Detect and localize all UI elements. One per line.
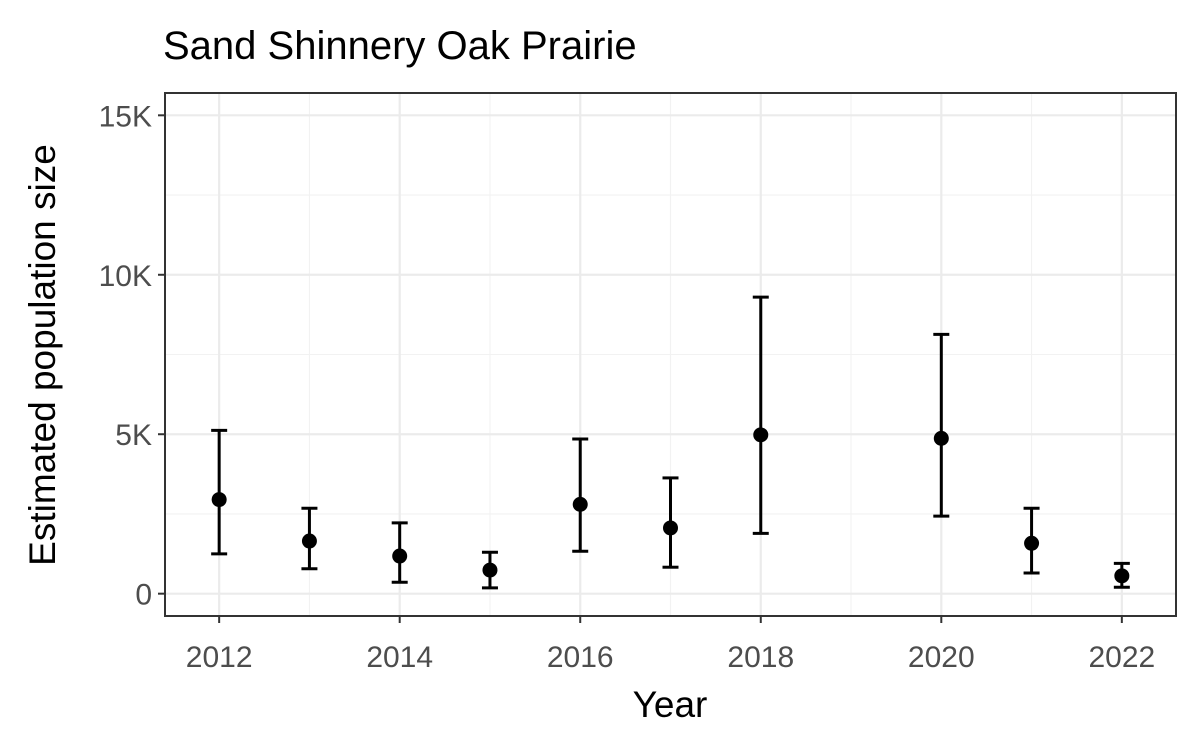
data-point [753, 427, 769, 443]
data-marks [211, 295, 1130, 590]
x-tick-label: 2016 [547, 641, 614, 674]
y-tick-label: 5K [115, 419, 152, 452]
x-axis-title: Year [633, 684, 708, 725]
x-tick-label: 2020 [908, 641, 975, 674]
y-tick-label: 10K [99, 260, 152, 293]
data-point [482, 562, 498, 578]
data-point-group [211, 428, 228, 556]
x-tick-label: 2012 [186, 641, 253, 674]
x-tick-label: 2014 [366, 641, 433, 674]
data-point [933, 430, 949, 446]
data-point [1024, 535, 1040, 551]
y-tick-label: 15K [99, 100, 152, 133]
data-point-group [572, 437, 589, 553]
chart-title: Sand Shinnery Oak Prairie [163, 24, 637, 68]
data-point-group [391, 521, 408, 584]
data-point-group [933, 332, 950, 518]
x-tick-label: 2022 [1088, 641, 1155, 674]
data-point-group [481, 550, 498, 590]
data-point [301, 533, 317, 549]
data-point [392, 548, 408, 564]
y-tick-label: 0 [135, 579, 152, 612]
x-tick-label: 2018 [727, 641, 794, 674]
data-point [663, 520, 678, 536]
data-point-group [752, 295, 769, 535]
data-point [572, 496, 588, 512]
x-axis: 2012 2014 2016 2018 2020 2022 [186, 616, 1155, 674]
data-point-group [662, 476, 679, 569]
data-point [1114, 568, 1130, 584]
data-point [211, 492, 227, 508]
data-point-group [301, 506, 318, 571]
data-point-group [1113, 561, 1130, 589]
y-axis: 0 5K 10K 15K [99, 100, 165, 612]
panel-border [164, 92, 1177, 617]
data-point-group [1023, 506, 1040, 575]
y-axis-title: Estimated population size [22, 144, 63, 566]
